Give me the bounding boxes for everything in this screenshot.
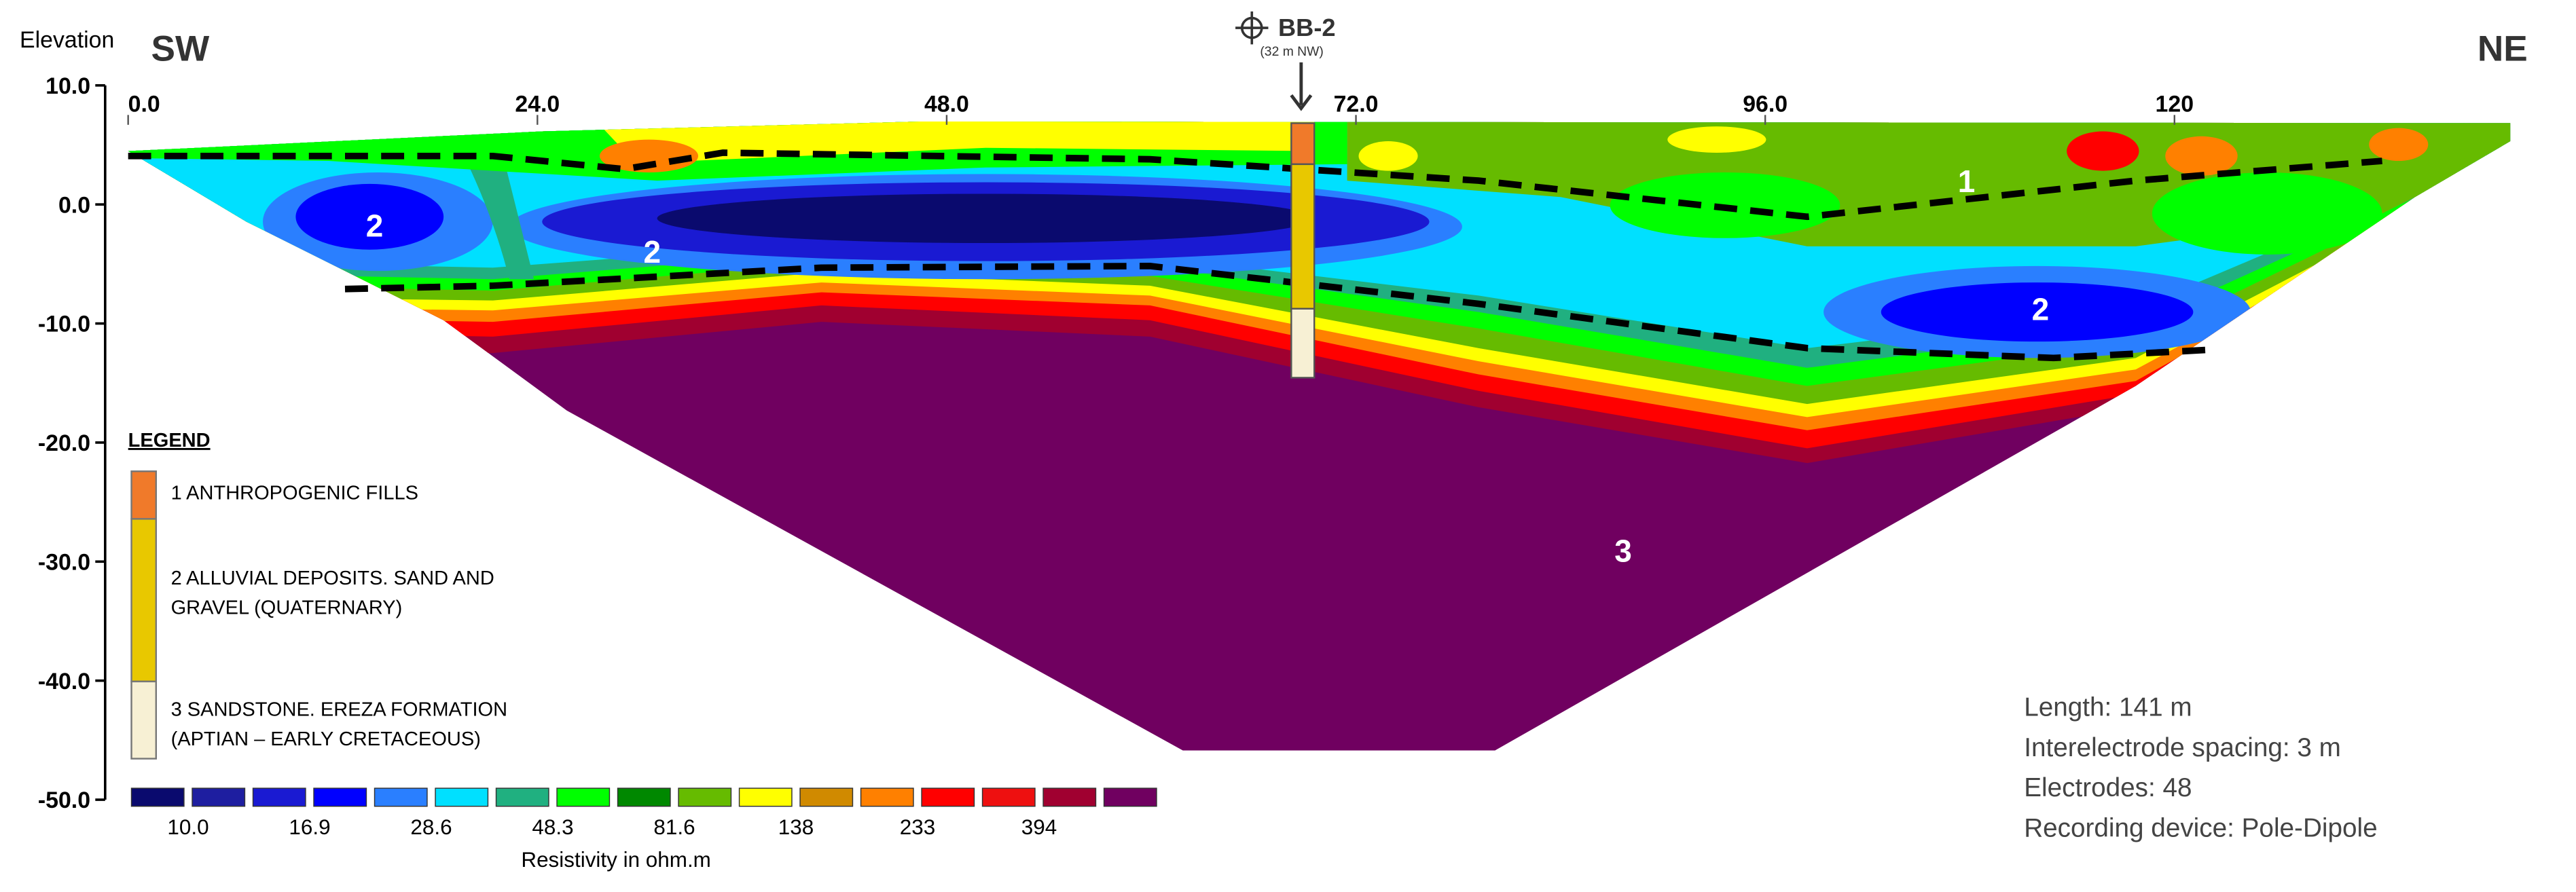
y-tick-label: -30.0	[38, 549, 90, 575]
borehole-sandstone	[1290, 308, 1316, 379]
x-tick-label: 120	[2156, 91, 2194, 117]
y-tick-label: 0.0	[58, 192, 90, 218]
colorbar-label: 233	[900, 815, 935, 839]
color-swatch	[130, 787, 185, 807]
y-tick-label: -40.0	[38, 669, 90, 694]
legend-swatch	[130, 680, 158, 760]
x-tick-label: 48.0	[924, 91, 969, 117]
zone-label: 2	[644, 234, 661, 270]
y-tick-label: -20.0	[38, 430, 90, 456]
colorbar-label: 28.6	[410, 815, 452, 839]
color-swatch	[860, 787, 914, 807]
info-line: Recording device: Pole-Dipole	[2024, 813, 2377, 842]
color-swatch	[678, 787, 732, 807]
elevation-label: Elevation	[20, 27, 114, 53]
colorbar-label: 48.3	[532, 815, 573, 839]
color-swatch	[252, 787, 306, 807]
resistivity-section	[128, 122, 2511, 751]
legend-text: 1 ANTHROPOGENIC FILLS	[171, 482, 418, 504]
colorbar-label: 138	[778, 815, 814, 839]
color-swatch	[1103, 787, 1157, 807]
color-swatch	[921, 787, 975, 807]
legend-text: 3 SANDSTONE. EREZA FORMATION	[171, 699, 507, 721]
x-tick-label: 24.0	[515, 91, 560, 117]
direction-ne: NE	[2478, 29, 2528, 69]
color-swatch	[313, 787, 367, 807]
colorbar-label: 10.0	[167, 815, 208, 839]
zone-label: 1	[1958, 164, 1976, 199]
info-line: Interelectrode spacing: 3 m	[2024, 733, 2341, 762]
legend-swatch	[130, 518, 158, 683]
legend-swatch	[130, 470, 158, 520]
color-swatch	[435, 787, 489, 807]
legend-text: (APTIAN – EARLY CRETACEOUS)	[171, 728, 481, 750]
legend-title: LEGEND	[128, 430, 211, 451]
borehole-note: (32 m NW)	[1260, 44, 1323, 59]
x-tick-label: 96.0	[1743, 91, 1788, 117]
color-swatch	[374, 787, 428, 807]
y-tick-label: 10.0	[46, 73, 90, 99]
borehole-arrow	[1290, 62, 1313, 111]
borehole-fill	[1290, 122, 1316, 166]
zone-label: 2	[366, 208, 384, 243]
borehole-symbol	[1235, 11, 1269, 45]
color-swatch	[799, 787, 854, 807]
boundary-line	[344, 263, 2210, 362]
borehole-alluvial	[1290, 163, 1316, 310]
color-swatch	[556, 787, 611, 807]
direction-sw: SW	[151, 29, 210, 69]
info-line: Electrodes: 48	[2024, 773, 2192, 802]
color-swatch	[617, 787, 671, 807]
color-swatch	[738, 787, 793, 807]
boundary-line	[128, 149, 2382, 221]
legend-text: GRAVEL (QUATERNARY)	[171, 597, 403, 619]
y-tick-label: -50.0	[38, 787, 90, 813]
borehole-label: BB-2	[1278, 14, 1336, 41]
color-swatch	[192, 787, 246, 807]
y-tick-label: -10.0	[38, 312, 90, 337]
colorbar-title: Resistivity in ohm.m	[521, 848, 711, 872]
legend-text: 2 ALLUVIAL DEPOSITS. SAND AND	[171, 568, 494, 589]
colorbar-label: 16.9	[289, 815, 330, 839]
color-swatch	[981, 787, 1036, 807]
info-line: Length: 141 m	[2024, 693, 2192, 722]
color-swatch	[495, 787, 549, 807]
colorbar-label: 81.6	[653, 815, 695, 839]
x-tick-label: 0.0	[128, 91, 160, 117]
x-tick-label: 72.0	[1334, 91, 1379, 117]
zone-label: 2	[2032, 292, 2050, 327]
color-swatch	[1042, 787, 1097, 807]
borehole-column	[1235, 11, 1316, 379]
boundary-lines	[128, 149, 2382, 362]
colorbar-label: 394	[1021, 815, 1057, 839]
zone-label: 3	[1614, 533, 1632, 568]
